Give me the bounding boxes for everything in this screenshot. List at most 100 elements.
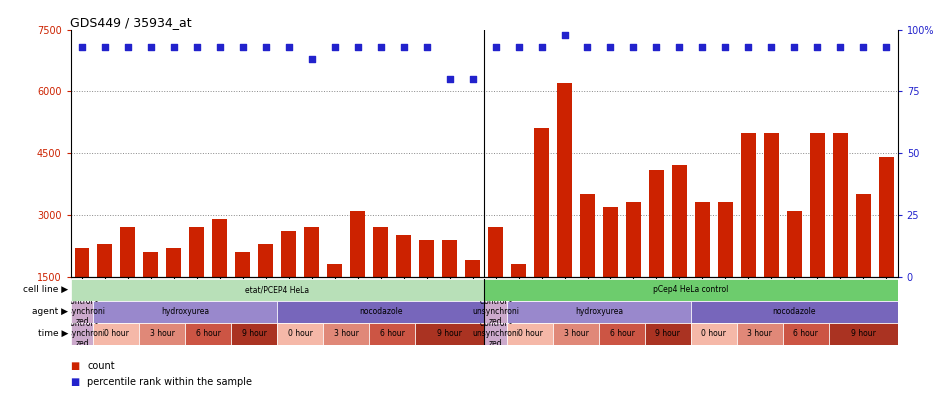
Bar: [373, 227, 388, 338]
Bar: [212, 219, 227, 338]
Bar: [507, 322, 553, 345]
Bar: [235, 252, 250, 338]
Point: [741, 44, 756, 50]
Bar: [488, 227, 503, 338]
Text: 6 hour: 6 hour: [793, 329, 818, 338]
Bar: [277, 301, 484, 322]
Bar: [534, 128, 549, 338]
Point: [787, 44, 802, 50]
Text: 6 hour: 6 hour: [380, 329, 404, 338]
Bar: [603, 207, 618, 338]
Text: 9 hour: 9 hour: [437, 329, 462, 338]
Point: [373, 44, 388, 50]
Bar: [855, 194, 870, 338]
Point: [465, 76, 480, 82]
Point: [189, 44, 204, 50]
Text: 3 hour: 3 hour: [564, 329, 588, 338]
Bar: [415, 322, 484, 345]
Point: [855, 44, 870, 50]
Point: [809, 44, 824, 50]
Text: count: count: [87, 361, 115, 371]
Point: [695, 44, 710, 50]
Bar: [93, 322, 139, 345]
Bar: [305, 227, 320, 338]
Text: percentile rank within the sample: percentile rank within the sample: [87, 377, 253, 387]
Text: cell line ▶: cell line ▶: [24, 285, 69, 294]
Bar: [829, 322, 898, 345]
Bar: [231, 322, 277, 345]
Bar: [737, 322, 783, 345]
Bar: [691, 322, 737, 345]
Point: [626, 44, 641, 50]
Text: GDS449 / 35934_at: GDS449 / 35934_at: [70, 15, 192, 29]
Bar: [626, 202, 641, 338]
Text: 3 hour: 3 hour: [747, 329, 773, 338]
Point: [557, 31, 572, 38]
Bar: [718, 202, 733, 338]
Text: control -
unsynchroni
zed: control - unsynchroni zed: [472, 297, 519, 326]
Bar: [442, 240, 457, 338]
Text: pCep4 HeLa control: pCep4 HeLa control: [653, 285, 728, 294]
Text: 0 hour: 0 hour: [701, 329, 727, 338]
Point: [235, 44, 250, 50]
Point: [305, 56, 320, 63]
Bar: [672, 166, 687, 338]
Bar: [70, 278, 484, 301]
Bar: [465, 260, 480, 338]
Point: [534, 44, 549, 50]
Bar: [98, 244, 113, 338]
Bar: [557, 83, 572, 338]
Bar: [70, 301, 93, 322]
Bar: [120, 227, 135, 338]
Text: control -
unsynchroni
zed: control - unsynchroni zed: [58, 297, 105, 326]
Bar: [741, 133, 756, 338]
Point: [511, 44, 526, 50]
Bar: [70, 322, 93, 345]
Bar: [695, 202, 710, 338]
Bar: [580, 194, 595, 338]
Bar: [74, 248, 89, 338]
Bar: [511, 264, 526, 338]
Text: 9 hour: 9 hour: [242, 329, 267, 338]
Point: [212, 44, 227, 50]
Text: 0 hour: 0 hour: [288, 329, 313, 338]
Bar: [144, 252, 158, 338]
Point: [74, 44, 89, 50]
Point: [649, 44, 664, 50]
Bar: [351, 211, 365, 338]
Text: hydroxyurea: hydroxyurea: [575, 307, 623, 316]
Bar: [369, 322, 415, 345]
Text: 9 hour: 9 hour: [851, 329, 876, 338]
Bar: [323, 322, 369, 345]
Text: 0 hour: 0 hour: [518, 329, 542, 338]
Point: [672, 44, 687, 50]
Bar: [484, 278, 898, 301]
Point: [833, 44, 848, 50]
Bar: [484, 322, 507, 345]
Bar: [691, 301, 898, 322]
Point: [718, 44, 733, 50]
Bar: [189, 227, 204, 338]
Text: hydroxyurea: hydroxyurea: [162, 307, 210, 316]
Bar: [166, 248, 181, 338]
Point: [144, 44, 159, 50]
Bar: [139, 322, 185, 345]
Bar: [484, 301, 507, 322]
Text: 3 hour: 3 hour: [150, 329, 175, 338]
Point: [488, 44, 503, 50]
Text: 3 hour: 3 hour: [334, 329, 359, 338]
Bar: [833, 133, 848, 338]
Point: [580, 44, 595, 50]
Point: [281, 44, 296, 50]
Point: [166, 44, 181, 50]
Text: control -
unsynchroni
zed: control - unsynchroni zed: [58, 319, 105, 348]
Text: nocodazole: nocodazole: [359, 307, 402, 316]
Point: [327, 44, 342, 50]
Point: [120, 44, 135, 50]
Bar: [645, 322, 691, 345]
Point: [351, 44, 366, 50]
Bar: [764, 133, 778, 338]
Text: nocodazole: nocodazole: [773, 307, 816, 316]
Bar: [879, 157, 894, 338]
Bar: [419, 240, 434, 338]
